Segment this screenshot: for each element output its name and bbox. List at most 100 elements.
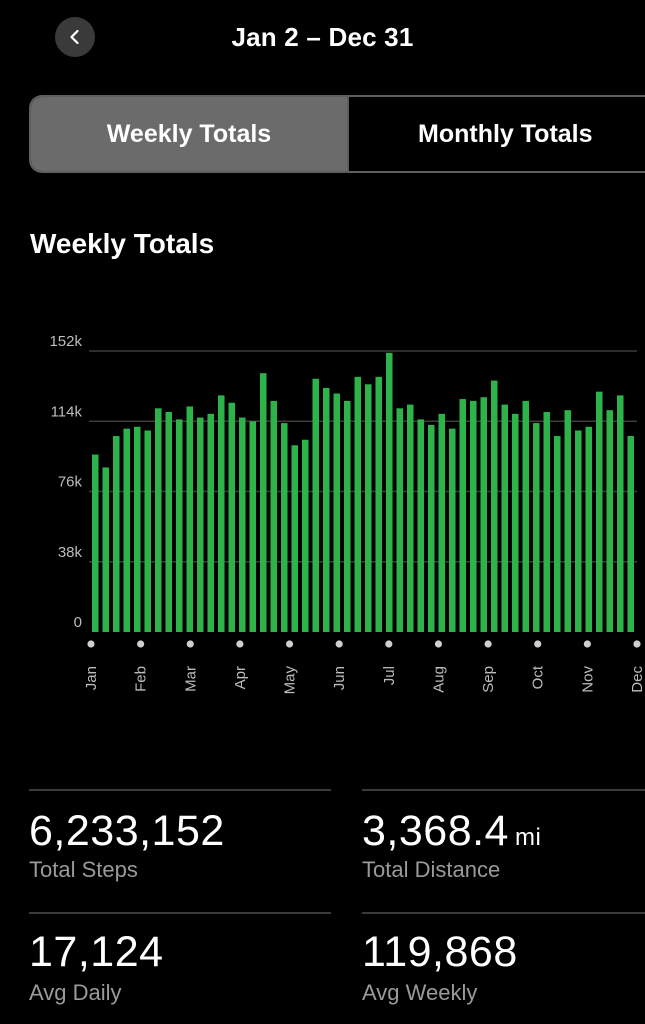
avg-daily-stat: 17,124 Avg Daily xyxy=(29,912,331,1024)
bar xyxy=(218,395,225,632)
bar xyxy=(407,404,414,632)
total-distance-value-wrap: 3,368.4 mi xyxy=(362,807,541,856)
bar xyxy=(522,400,530,632)
x-tick-label: Dec xyxy=(629,666,645,693)
bar xyxy=(249,421,257,632)
bar xyxy=(365,384,372,632)
weekly-totals-chart: 0 38k 76k 114k 152k Jan Feb Mar Apr May Jun Jul Aug S… xyxy=(49,333,645,695)
total-steps-value: 6,233,152 xyxy=(29,807,225,855)
period-segmented-control: Weekly Totals Monthly Totals xyxy=(29,95,645,173)
x-tick-label: Jan xyxy=(83,666,100,690)
header: Jan 2 – Dec 31 xyxy=(0,0,645,80)
x-tick-dot xyxy=(385,640,393,648)
x-tick-dot xyxy=(534,640,542,648)
bar xyxy=(554,436,561,632)
bar xyxy=(102,467,110,632)
bar xyxy=(564,410,572,632)
x-tick-dot xyxy=(484,640,492,648)
bar xyxy=(113,436,120,632)
bar xyxy=(302,439,309,632)
bar xyxy=(291,445,299,632)
bar xyxy=(312,378,320,632)
bar xyxy=(270,400,278,632)
x-tick-label: Oct xyxy=(530,665,547,689)
bar xyxy=(197,417,204,632)
x-tick-label: Jun xyxy=(331,666,348,690)
bar xyxy=(375,376,383,632)
bar xyxy=(459,399,467,632)
x-tick-dot xyxy=(335,640,343,648)
x-tick-label: Mar xyxy=(182,666,199,692)
y-tick-label: 76k xyxy=(58,474,83,491)
bar xyxy=(480,397,488,632)
bar xyxy=(165,412,173,632)
bar xyxy=(533,423,540,632)
x-tick-dot xyxy=(285,640,294,648)
x-tick-label: Nov xyxy=(579,666,596,693)
bar xyxy=(281,423,288,632)
bar xyxy=(354,376,362,632)
x-tick-label: Jul xyxy=(381,666,398,685)
bar xyxy=(134,426,141,632)
date-range-title: Jan 2 – Dec 31 xyxy=(231,22,414,52)
avg-weekly-value: 119,868 xyxy=(362,928,518,976)
bar xyxy=(617,395,624,632)
total-distance-label: Total Distance xyxy=(362,857,501,882)
bar xyxy=(155,408,162,632)
bar xyxy=(491,380,498,632)
x-tick-label: Sep xyxy=(480,666,497,693)
bar xyxy=(627,436,635,632)
bar xyxy=(501,404,509,632)
total-steps-stat: 6,233,152 Total Steps xyxy=(29,789,331,907)
bar xyxy=(396,408,404,632)
bar xyxy=(386,352,393,632)
x-tick-dot xyxy=(87,640,95,648)
bar xyxy=(585,426,593,632)
y-tick-label: 38k xyxy=(58,544,83,561)
total-distance-stat: 3,368.4 mi Total Distance xyxy=(362,789,645,907)
bar xyxy=(207,413,215,632)
total-distance-value: 3,368.4 xyxy=(362,807,509,855)
bar xyxy=(333,393,341,632)
x-tick-dot xyxy=(137,640,145,648)
bar xyxy=(186,406,194,632)
y-tick-label: 0 xyxy=(74,614,82,631)
chevron-left-icon xyxy=(70,29,79,45)
bar xyxy=(470,400,477,632)
x-tick-dot xyxy=(236,640,244,648)
bar xyxy=(596,391,603,632)
avg-weekly-label: Avg Weekly xyxy=(362,980,478,1005)
bar xyxy=(428,424,435,632)
avg-daily-label: Avg Daily xyxy=(29,980,122,1005)
x-tick-label: May xyxy=(282,666,299,695)
y-tick-label: 152k xyxy=(49,333,82,350)
x-tick-dot xyxy=(434,640,443,648)
bar xyxy=(344,400,351,632)
avg-daily-value: 17,124 xyxy=(29,928,164,976)
back-button[interactable] xyxy=(55,17,95,57)
total-steps-label: Total Steps xyxy=(29,857,138,882)
bar xyxy=(228,402,236,632)
total-distance-unit: mi xyxy=(514,824,542,851)
bar xyxy=(176,419,183,632)
bar xyxy=(438,413,446,632)
bar xyxy=(512,413,519,632)
x-tick-label: Feb xyxy=(133,666,150,692)
x-tick-dot xyxy=(186,640,194,648)
bar xyxy=(606,410,614,632)
x-tick-label: Apr xyxy=(232,666,249,689)
section-title: Weekly Totals xyxy=(30,228,215,259)
bar xyxy=(543,412,551,632)
tab-weekly-totals[interactable]: Weekly Totals xyxy=(31,97,349,171)
tab-monthly-totals[interactable]: Monthly Totals xyxy=(349,97,645,171)
bar xyxy=(144,430,152,632)
bar xyxy=(123,428,131,632)
bar xyxy=(417,419,425,632)
bar xyxy=(323,387,330,632)
bar xyxy=(92,454,99,632)
x-tick-dot xyxy=(633,640,641,648)
avg-weekly-stat: 119,868 Avg Weekly xyxy=(362,912,645,1024)
y-tick-label: 114k xyxy=(51,403,83,420)
bar xyxy=(260,373,267,632)
bar xyxy=(449,428,456,632)
